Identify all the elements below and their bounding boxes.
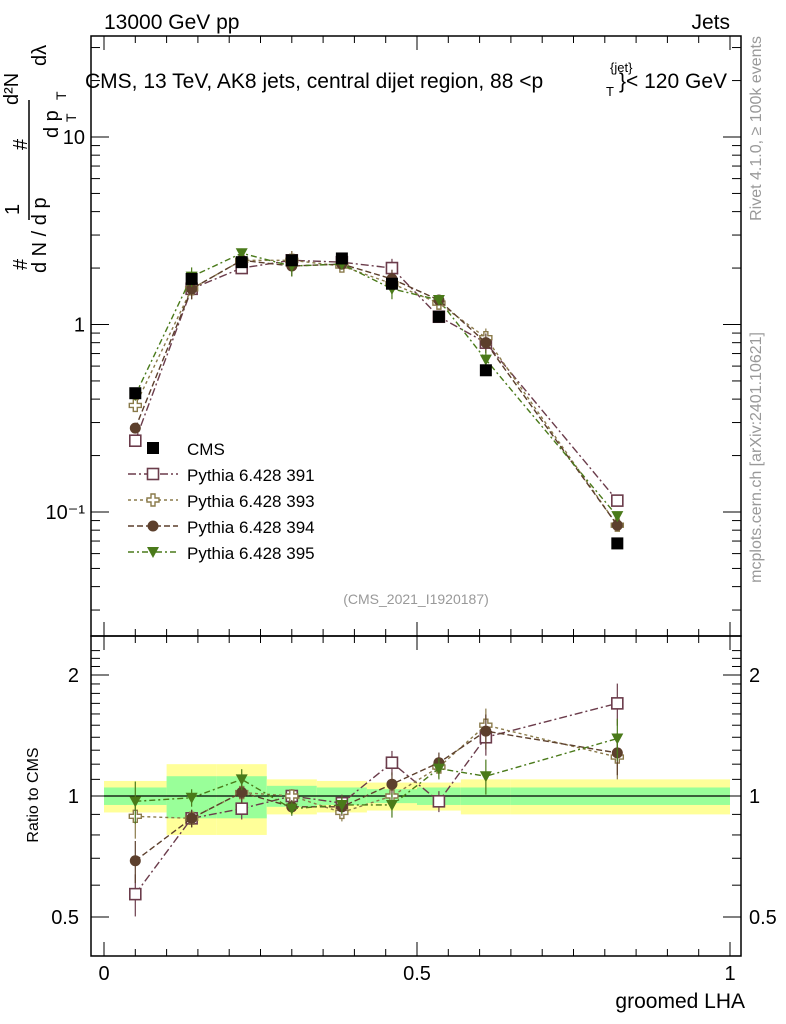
legend-label: Pythia 6.428 395 <box>187 544 315 563</box>
ylabel-hash-2: # <box>10 138 32 150</box>
series-point-top <box>611 519 623 531</box>
reference-points <box>129 252 624 550</box>
x-tick-label: 0 <box>98 963 109 985</box>
energy-label: 13000 GeV pp <box>104 11 239 34</box>
series-point-ratio <box>385 799 398 811</box>
series-point-top <box>186 283 198 295</box>
series-point-top <box>129 434 142 448</box>
series-point-top <box>480 337 492 349</box>
analysis-watermark: (CMS_2021_I1920187) <box>343 591 489 607</box>
title-sub: T <box>606 84 614 99</box>
series-point-top <box>129 422 141 434</box>
ylabel-T: T <box>53 91 69 100</box>
series-point-ratio <box>285 803 298 815</box>
title-sup: {jet} <box>610 60 633 75</box>
legend-marker <box>146 467 160 481</box>
y-axis-label-bottom: Ratio to CMS <box>25 747 42 842</box>
series-point-ratio <box>611 697 624 710</box>
cms-point <box>285 254 298 267</box>
series-point-ratio <box>129 855 141 867</box>
series-line-top <box>134 259 618 526</box>
ratio-tick-label-right: 2 <box>749 665 760 687</box>
series-point-ratio <box>236 787 248 799</box>
legend-marker <box>146 493 160 507</box>
plot-title: CMS, 13 TeV, AK8 jets, central dijet reg… <box>85 60 727 99</box>
series-point-ratio <box>235 802 249 815</box>
series-line-ratio <box>135 737 618 810</box>
series-point-top <box>611 494 624 507</box>
series-point-top <box>611 511 624 523</box>
ylabel-num: 1 <box>2 204 24 215</box>
cms-point <box>385 277 398 290</box>
series-point-ratio <box>335 799 348 811</box>
side-mcplots-label: mcplots.cern.ch [arXiv:2401.10621] <box>748 332 765 583</box>
cms-point <box>129 387 142 400</box>
ratio-tick-label-left: 2 <box>68 665 79 687</box>
cms-point <box>611 537 624 550</box>
series-point-ratio <box>479 771 492 783</box>
title-main: CMS, 13 TeV, AK8 jets, central dijet reg… <box>85 70 543 93</box>
axes: 10⁻¹ 1 10 0.5 0.5 1 1 2 2 0 0.5 1 <box>46 35 777 985</box>
legend-marker <box>147 520 159 532</box>
ratio-tick-label-left: 1 <box>68 786 79 808</box>
series-point-ratio <box>385 756 399 770</box>
x-tick-label: 1 <box>724 963 735 985</box>
cms-point <box>335 252 348 265</box>
series-point-ratio <box>185 792 198 804</box>
ratio-series <box>128 683 625 917</box>
legend-marker <box>147 547 159 558</box>
side-rivet-label: Rivet 4.1.0, ≥ 100k events <box>748 36 765 221</box>
y-axis-label-top: # d N / d p 1 # d p T d²N dλ T <box>1 45 79 273</box>
ratio-tick-label-left: 0.5 <box>51 907 79 929</box>
x-axis-label: groomed LHA <box>615 990 745 1013</box>
series-point-ratio <box>611 733 624 745</box>
series-point-ratio <box>129 796 142 808</box>
ylabel-T2: T <box>63 113 79 122</box>
legend-label: Pythia 6.428 394 <box>187 518 315 537</box>
ratio-tick-label-right: 0.5 <box>749 907 777 929</box>
y-tick-label-top: 10 <box>63 127 85 149</box>
y-tick-label-top: 1 <box>74 315 85 337</box>
cms-point <box>432 310 445 323</box>
series-line-top <box>134 259 618 526</box>
series-point-ratio <box>386 778 398 790</box>
cms-point <box>185 272 198 285</box>
legend-label: Pythia 6.428 393 <box>187 492 315 511</box>
y-tick-label-top: 10⁻¹ <box>46 502 86 524</box>
cms-point <box>479 364 492 377</box>
ylabel-den2: d p <box>41 110 63 138</box>
series-line-top <box>134 252 618 517</box>
series-point-ratio <box>235 774 248 786</box>
series-point-ratio <box>432 795 446 808</box>
series-line-top <box>134 259 618 502</box>
x-tick-label: 0.5 <box>403 963 431 985</box>
ylabel-lambda: dλ <box>29 45 51 66</box>
top-series <box>128 248 625 532</box>
category-label: Jets <box>691 11 730 34</box>
title-end: }< 120 GeV <box>619 70 727 93</box>
cms-point <box>235 256 248 269</box>
series-point-ratio <box>129 887 142 901</box>
legend-label-cms: CMS <box>187 440 225 459</box>
ylabel-hash-1: # <box>10 258 32 270</box>
ylabel-den: d N / d p <box>29 197 51 273</box>
legend-label: Pythia 6.428 391 <box>187 466 315 485</box>
series-point-top <box>432 295 445 307</box>
series-point-top <box>235 248 248 260</box>
series-point-top <box>479 354 492 366</box>
series-point-ratio <box>432 763 445 775</box>
legend-marker-cms <box>147 442 159 454</box>
series-point-ratio <box>186 812 198 824</box>
legend: CMS Pythia 6.428 391 Pythia 6.428 393 Pythi… <box>128 440 315 563</box>
series-point-top <box>128 398 142 413</box>
ratio-tick-label-right: 1 <box>749 786 760 808</box>
series-point-ratio <box>480 725 492 737</box>
ylabel-num2: d²N <box>1 73 23 105</box>
